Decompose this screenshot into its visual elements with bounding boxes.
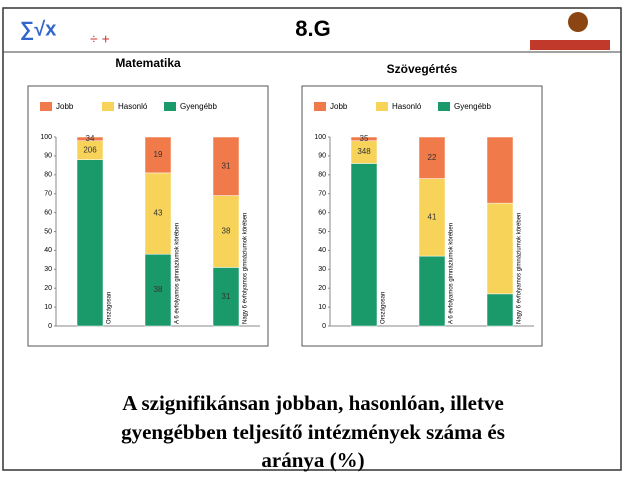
y-tick-label: 0 — [322, 323, 326, 330]
bar-segment — [76, 159, 104, 327]
footer-line: aránya (%) — [261, 448, 364, 472]
y-tick-label: 10 — [318, 304, 326, 311]
x-tick-label: Nagy 6 évfolyamos gimnáziumok körében — [243, 213, 249, 324]
chart-title: Szövegértés — [387, 62, 458, 76]
y-tick-label: 50 — [44, 228, 52, 235]
footer-line: A szignifikánsan jobban, hasonlóan, ille… — [122, 391, 504, 415]
bar-segment — [350, 136, 378, 142]
bar-segment — [418, 136, 446, 179]
y-tick-label: 60 — [318, 209, 326, 216]
bar-segment — [486, 202, 514, 295]
value-label: 348 — [357, 147, 371, 156]
x-tick-label: Országosan — [381, 292, 387, 324]
y-tick-label: 50 — [318, 228, 326, 235]
bar-segment — [350, 163, 378, 327]
y-tick-label: 70 — [318, 191, 326, 198]
y-tick-label: 60 — [44, 209, 52, 216]
x-tick-label: A 6 évfolyamos gimnáziumok körében — [449, 223, 455, 324]
value-label: 38 — [222, 227, 231, 236]
value-label: 38 — [154, 285, 163, 294]
legend-swatch — [40, 102, 52, 111]
legend-label: Jobb — [56, 102, 74, 111]
bar-segment — [486, 136, 514, 204]
bar-segment — [212, 267, 240, 327]
chart-title: Matematika — [115, 56, 181, 70]
y-tick-label: 10 — [44, 304, 52, 311]
clipart-right — [530, 12, 610, 50]
bar-segment — [144, 136, 172, 174]
y-tick-label: 80 — [44, 172, 52, 179]
legend-label: Hasonló — [392, 102, 422, 111]
y-tick-label: 70 — [44, 191, 52, 198]
y-tick-label: 30 — [318, 266, 326, 273]
legend-label: Gyengébb — [180, 102, 217, 111]
y-tick-label: 20 — [44, 285, 52, 292]
x-tick-label: Nagy 6 évfolyamos gimnáziumok körében — [517, 213, 523, 324]
value-label: 31 — [222, 292, 231, 301]
bar-segment — [76, 136, 104, 142]
bar-segment — [486, 293, 514, 327]
y-tick-label: 30 — [44, 266, 52, 273]
legend-label: Gyengébb — [454, 102, 491, 111]
value-label: 35 — [360, 134, 369, 143]
value-label: 22 — [428, 153, 437, 162]
bar-segment — [418, 178, 446, 257]
footer-line: gyengébben teljesítő intézmények száma é… — [121, 420, 505, 444]
legend-swatch — [438, 102, 450, 111]
legend-swatch — [164, 102, 176, 111]
y-tick-label: 20 — [318, 285, 326, 292]
bar-segment — [212, 195, 240, 268]
bar-segment — [212, 136, 240, 196]
legend-label: Jobb — [330, 102, 348, 111]
y-tick-label: 80 — [318, 172, 326, 179]
legend-swatch — [314, 102, 326, 111]
clipart-left: ∑√x ÷ + — [20, 18, 110, 46]
y-tick-label: 90 — [318, 153, 326, 160]
value-label: 206 — [83, 145, 97, 154]
svg-text:÷ +: ÷ + — [90, 31, 110, 47]
x-tick-label: A 6 évfolyamos gimnáziumok körében — [175, 223, 181, 324]
bar-segment — [418, 255, 446, 327]
value-label: 31 — [222, 161, 231, 170]
legend-label: Hasonló — [118, 102, 148, 111]
legend-swatch — [376, 102, 388, 111]
value-label: 19 — [154, 150, 163, 159]
value-label: 43 — [154, 209, 163, 218]
y-tick-label: 40 — [44, 247, 52, 254]
svg-text:∑√x: ∑√x — [20, 18, 56, 40]
y-tick-label: 100 — [40, 134, 52, 141]
y-tick-label: 40 — [318, 247, 326, 254]
y-tick-label: 100 — [314, 134, 326, 141]
y-tick-label: 0 — [48, 323, 52, 330]
y-tick-label: 90 — [44, 153, 52, 160]
header-title: 8.G — [295, 16, 330, 41]
legend-swatch — [102, 102, 114, 111]
value-label: 41 — [428, 212, 437, 221]
value-label: 34 — [86, 134, 95, 143]
x-tick-label: Országosan — [107, 292, 113, 324]
